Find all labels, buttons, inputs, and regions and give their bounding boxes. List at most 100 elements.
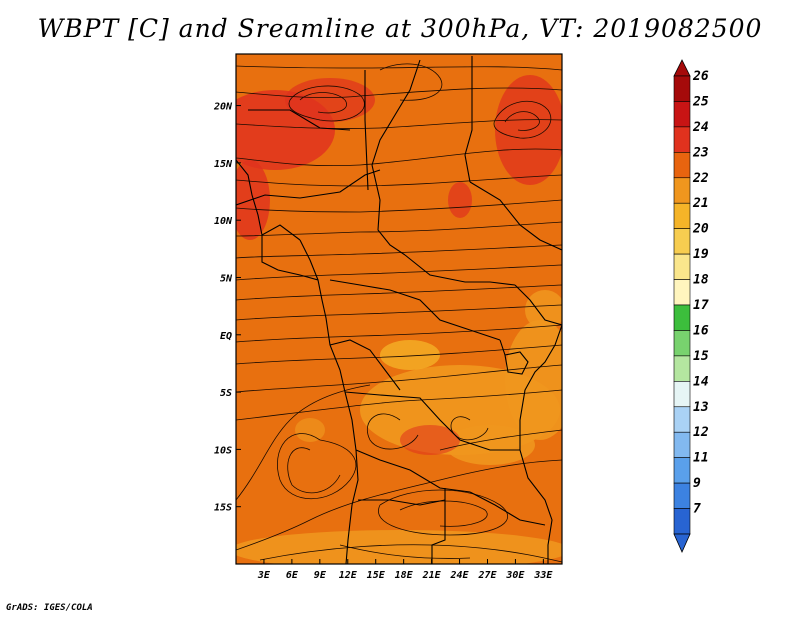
- streamline-vortex: [379, 63, 443, 101]
- cool-patch-south-edge: [236, 530, 562, 564]
- streamline-vortex: [288, 85, 365, 122]
- colorbar-swatch: [673, 508, 691, 535]
- colorbar-swatch: [673, 381, 691, 408]
- border: [358, 499, 446, 506]
- cool-patch-east-upper: [525, 290, 562, 330]
- streamline: [236, 304, 562, 321]
- plot-area: 20N 15N 10N 5N EQ 5S 10S 15S 3E 6E 9E 12E 15E 18E 21E…: [213, 53, 563, 581]
- lon-tick-label: 15E: [367, 570, 386, 581]
- lat-tick-label: 5S: [220, 388, 232, 399]
- colorbar-swatch: [673, 75, 691, 102]
- streamline-swirl: [399, 500, 488, 527]
- streamline-swirl: [378, 489, 508, 536]
- streamline-swirl: [277, 433, 357, 500]
- border: [469, 181, 562, 251]
- colorbar-label: 16: [693, 323, 709, 338]
- border: [355, 449, 471, 493]
- colorbar-swatch: [673, 152, 691, 179]
- colorbar-label: 7: [693, 502, 701, 517]
- colorbar-label: 9: [693, 476, 701, 491]
- coastline-east: [519, 324, 562, 564]
- cool-patch-east: [505, 320, 562, 440]
- colorbar-bottom-arrow: [673, 533, 691, 553]
- colorbar-swatch: [673, 253, 691, 280]
- lon-tick-label: 30E: [505, 570, 525, 581]
- streamline-swirl: [287, 447, 341, 494]
- lon-tick-label: 27E: [477, 570, 497, 581]
- lat-tick-label: 10S: [214, 445, 232, 456]
- colorbar-swatch: [673, 330, 691, 357]
- colorbar-label: 26: [692, 69, 709, 84]
- colorbar-label: 24: [692, 120, 709, 135]
- colorbar-label: 13: [693, 400, 709, 415]
- lat-tick-label: 15N: [214, 159, 233, 170]
- colorbar-swatch: [673, 228, 691, 255]
- colorbar-label: 15: [693, 349, 709, 364]
- streamline: [439, 429, 562, 451]
- streamline-vortex: [504, 111, 540, 131]
- latitude-axis: 20N 15N 10N 5N EQ 5S 10S 15S: [213, 102, 241, 514]
- streamline-vortex: [493, 101, 552, 139]
- colorbar-swatch: [673, 126, 691, 153]
- border: [364, 70, 369, 191]
- border: [261, 224, 301, 241]
- warm-patch-south: [400, 425, 460, 455]
- lat-tick-label: 10N: [214, 216, 233, 227]
- streamline: [236, 384, 371, 501]
- colorbar-label: 20: [692, 222, 709, 237]
- colorbar-label: 23: [692, 145, 709, 160]
- streamline: [236, 389, 562, 421]
- coastline-west: [236, 159, 359, 564]
- border: [371, 59, 421, 166]
- streamline: [236, 264, 562, 281]
- colorbar-top-arrow: [673, 59, 691, 77]
- colorbar-swatch: [673, 431, 691, 458]
- colorbar-swatch: [673, 457, 691, 484]
- colorbar-label: 17: [693, 298, 709, 313]
- lake-victoria: [504, 351, 529, 375]
- lat-tick-label: 20N: [213, 102, 233, 113]
- streamline: [339, 544, 471, 559]
- lon-tick-label: 6E: [286, 570, 299, 581]
- plot-frame: [235, 53, 563, 565]
- country-borders: [236, 56, 562, 564]
- lat-tick-label: EQ: [220, 331, 232, 342]
- colorbar-label: 22: [692, 171, 709, 186]
- colorbar-swatch: [673, 279, 691, 306]
- colorbar-label: 25: [692, 94, 709, 109]
- border: [371, 164, 406, 256]
- streamline: [236, 221, 562, 237]
- lon-tick-label: 12E: [339, 570, 358, 581]
- border: [404, 254, 516, 286]
- streamline: [236, 284, 562, 301]
- warm-patch-central-north: [448, 182, 472, 218]
- lat-tick-label: 15S: [214, 503, 232, 514]
- lon-tick-label: 24E: [450, 570, 470, 581]
- colorbar-swatch: [673, 482, 691, 509]
- colorbar-label: 21: [692, 196, 709, 211]
- chart-title: WBPT [C] and Sreamline at 300hPa, VT: 20…: [37, 14, 763, 43]
- colorbar-swatch: [673, 406, 691, 433]
- cool-patch-southeast: [445, 425, 535, 465]
- colorbar-swatch: [673, 101, 691, 128]
- border: [248, 109, 351, 131]
- colorbar-label: 12: [693, 425, 709, 440]
- border: [431, 488, 446, 564]
- border: [514, 284, 562, 326]
- streamline: [236, 244, 562, 259]
- grads-credit: GrADS: IGES/COLA: [6, 603, 93, 613]
- streamline: [236, 174, 562, 187]
- lon-tick-label: 21E: [422, 570, 442, 581]
- colorbar-label: 19: [693, 247, 709, 262]
- streamline: [236, 199, 562, 213]
- streamline: [236, 119, 562, 129]
- streamline-vortex: [299, 92, 347, 114]
- colorbar-swatch: [673, 304, 691, 331]
- colorbar: 26 25 24 23 22 21 20 19 18 17 16 15 14 13 12 11 9 7: [673, 59, 709, 553]
- border: [464, 56, 473, 183]
- colorbar-label: 11: [693, 451, 709, 466]
- streamline: [236, 324, 562, 343]
- colorbar-label: 14: [693, 374, 709, 389]
- border: [329, 279, 501, 341]
